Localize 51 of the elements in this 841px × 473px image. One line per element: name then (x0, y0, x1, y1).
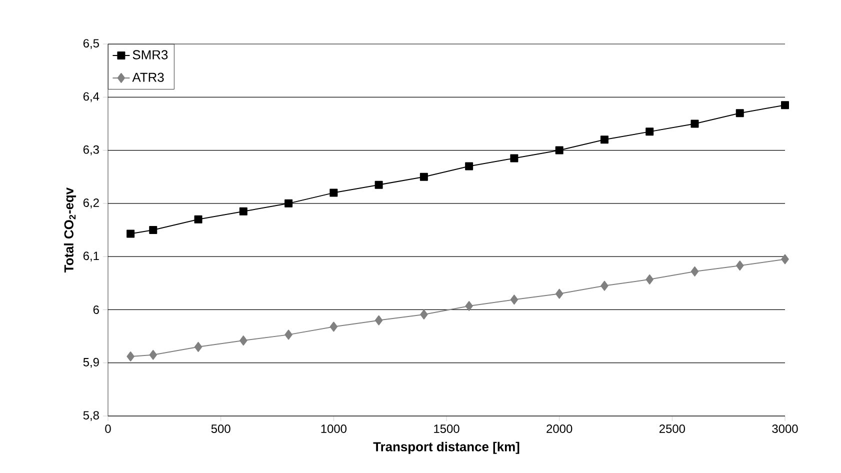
point (284, 199, 293, 208)
point (690, 120, 699, 128)
point (126, 351, 134, 362)
x-tick-label: 1000 (321, 424, 346, 433)
y-tick-label: 6,3 (83, 145, 99, 156)
point (646, 128, 654, 136)
point (690, 266, 699, 276)
point (420, 309, 428, 320)
x-tick-label: 0 (105, 424, 111, 433)
y-axis-title: Total CO$_{2}$-eqv (64, 187, 76, 272)
point (736, 260, 744, 271)
point (126, 230, 135, 238)
point (510, 154, 518, 162)
point (149, 350, 158, 360)
point (510, 294, 518, 305)
point (284, 330, 292, 340)
y-tick-label: 6 (93, 305, 99, 314)
x-tick-label: 2500 (659, 424, 686, 433)
point (194, 342, 202, 352)
point (736, 109, 744, 118)
y-tick-label: 5,8 (83, 411, 99, 421)
legend-label: SMR3 (132, 50, 168, 60)
point (330, 322, 338, 332)
point (374, 315, 383, 326)
point (600, 136, 608, 144)
point (781, 101, 790, 110)
legend-label: ATR3 (132, 72, 164, 82)
x-axis-title: Transport distance [km] (373, 442, 520, 454)
point (194, 215, 202, 224)
point (330, 188, 338, 197)
point (239, 207, 248, 216)
y-tick-label: 6,1 (83, 252, 99, 262)
point (600, 280, 608, 291)
point (465, 300, 473, 311)
point (149, 226, 158, 234)
point (420, 172, 428, 181)
point (555, 288, 564, 299)
x-tick-label: 500 (211, 424, 230, 433)
x-tick-label: 2000 (546, 424, 572, 433)
point (240, 336, 248, 346)
point (781, 254, 789, 264)
y-tick-label: 5,9 (83, 358, 99, 368)
x-tick-label: 3000 (772, 424, 798, 433)
y-tick-label: 6,5 (83, 39, 99, 49)
point (374, 180, 383, 189)
point (646, 274, 654, 284)
x-tick-label: 1500 (434, 424, 460, 433)
point (555, 146, 564, 154)
point (465, 162, 474, 170)
y-tick-label: 6,4 (83, 92, 100, 102)
y-tick-label: 6,2 (83, 198, 99, 208)
